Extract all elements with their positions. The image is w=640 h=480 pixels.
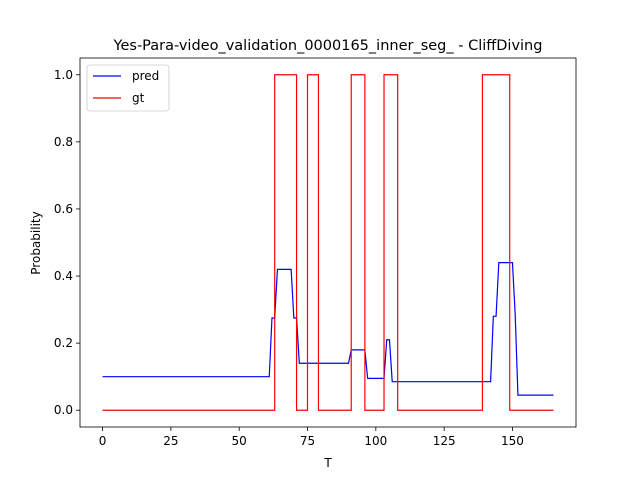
y-axis-label: Probability xyxy=(29,211,43,274)
y-tick-label: 1.0 xyxy=(54,68,73,82)
x-axis-label: T xyxy=(323,456,332,470)
x-tick-label: 25 xyxy=(163,434,178,448)
series-line-pred xyxy=(102,262,554,396)
legend-label-pred: pred xyxy=(132,69,159,83)
x-tick-label: 150 xyxy=(501,434,524,448)
x-tick-label: 75 xyxy=(300,434,315,448)
legend-label-gt: gt xyxy=(132,91,145,105)
y-tick-label: 0.2 xyxy=(54,336,73,350)
x-tick-label: 0 xyxy=(99,434,107,448)
y-tick-label: 0.6 xyxy=(54,202,73,216)
plot-frame xyxy=(79,57,577,428)
series-line-gt xyxy=(102,74,554,411)
chart-title: Yes-Para-video_validation_0000165_inner_… xyxy=(113,38,543,54)
y-tick-label: 0.4 xyxy=(54,269,73,283)
y-tick-label: 0.8 xyxy=(54,135,73,149)
legend: pred gt xyxy=(86,64,170,112)
y-tick-label: 0.0 xyxy=(54,403,73,417)
x-tick-label: 125 xyxy=(433,434,456,448)
x-tick-label: 100 xyxy=(364,434,387,448)
x-tick-label: 50 xyxy=(232,434,247,448)
